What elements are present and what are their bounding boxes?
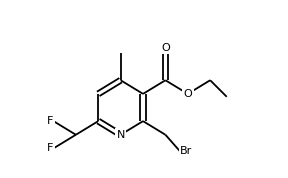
Text: N: N [116,130,125,140]
Text: O: O [183,89,192,99]
Text: F: F [47,116,54,126]
Text: F: F [47,143,54,153]
Text: O: O [161,43,170,53]
Text: Br: Br [180,146,192,156]
